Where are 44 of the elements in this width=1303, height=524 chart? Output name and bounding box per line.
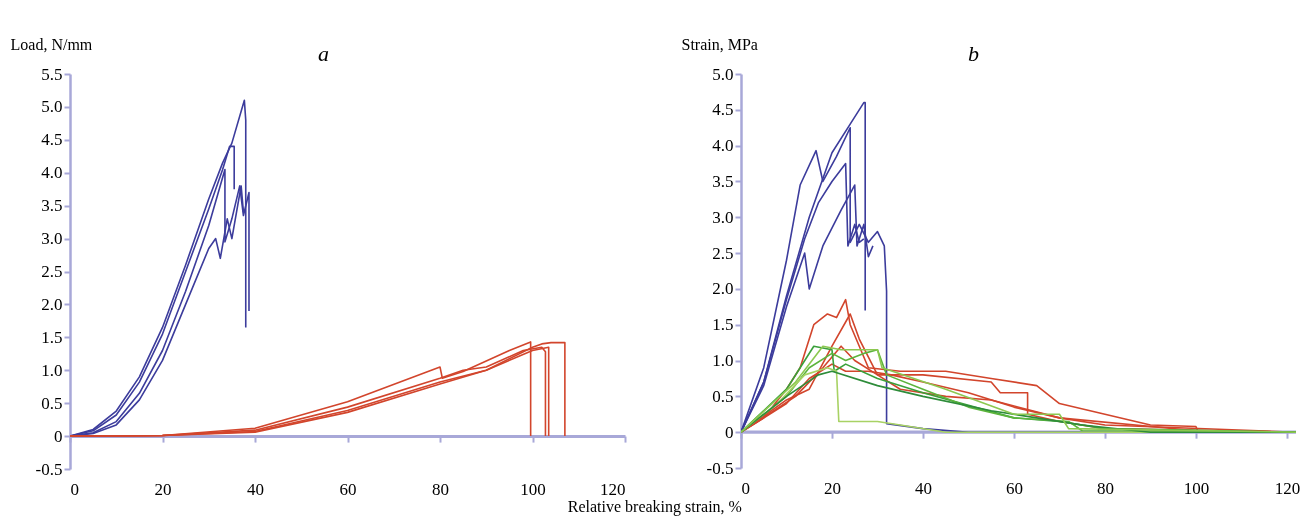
x-tick-label: 120 <box>1274 478 1301 498</box>
y-tick-label: 1.5 <box>712 315 734 335</box>
y-tick-label: 2.5 <box>41 262 63 281</box>
chart-title: b <box>968 41 979 66</box>
x-tick-label: 40 <box>247 479 264 499</box>
y-tick-label: 0.5 <box>41 393 63 413</box>
x-tick-label: 20 <box>154 479 172 499</box>
y-tick-label: 5.0 <box>41 97 63 117</box>
y-tick-label: -0.5 <box>35 459 63 479</box>
y-tick-label: 3.5 <box>712 171 734 191</box>
x-tick-label: 100 <box>1183 478 1210 498</box>
y-tick-label: 0 <box>725 422 734 442</box>
y-tick-label: 3.0 <box>712 207 734 227</box>
x-tick-label: 60 <box>1005 478 1023 498</box>
x-tick-label: 80 <box>432 479 449 499</box>
y-tick-label: 4.5 <box>41 130 63 150</box>
y-tick-label: 3.5 <box>41 196 63 216</box>
x-tick-label: 40 <box>914 478 932 498</box>
y-tick-label: 4.5 <box>712 100 734 120</box>
x-tick-label: 100 <box>520 479 546 499</box>
x-tick-label: 60 <box>339 479 357 499</box>
chart-title: a <box>318 41 329 66</box>
y-tick-label: 1.0 <box>712 351 734 371</box>
y-tick-label: 2.5 <box>712 243 734 263</box>
y-tick-label: 1.5 <box>41 327 63 347</box>
x-tick-label: 120 <box>600 479 626 499</box>
x-tick-label: 80 <box>1096 478 1114 498</box>
y-tick-label: 5.5 <box>41 64 63 84</box>
x-axis-title: Relative breaking strain, % <box>567 498 742 516</box>
y-tick-label: 3.0 <box>41 229 63 249</box>
y-tick-label: -0.5 <box>706 458 734 478</box>
x-tick-label: 0 <box>70 479 79 499</box>
x-tick-label: 0 <box>741 478 750 498</box>
y-tick-label: 0.5 <box>712 386 734 406</box>
y-tick-label: 0 <box>54 426 63 446</box>
y-tick-label: 5.0 <box>712 64 734 84</box>
y-tick-label: 4.0 <box>41 163 63 183</box>
y-axis-title: Strain, MPa <box>681 35 758 53</box>
y-tick-label: 4.0 <box>712 136 734 156</box>
y-axis-title: Load, N/mm <box>10 35 93 53</box>
y-tick-label: 2.0 <box>41 294 63 314</box>
y-tick-label: 1.0 <box>41 360 63 380</box>
y-tick-label: 2.0 <box>712 279 734 299</box>
x-tick-label: 20 <box>823 478 841 498</box>
